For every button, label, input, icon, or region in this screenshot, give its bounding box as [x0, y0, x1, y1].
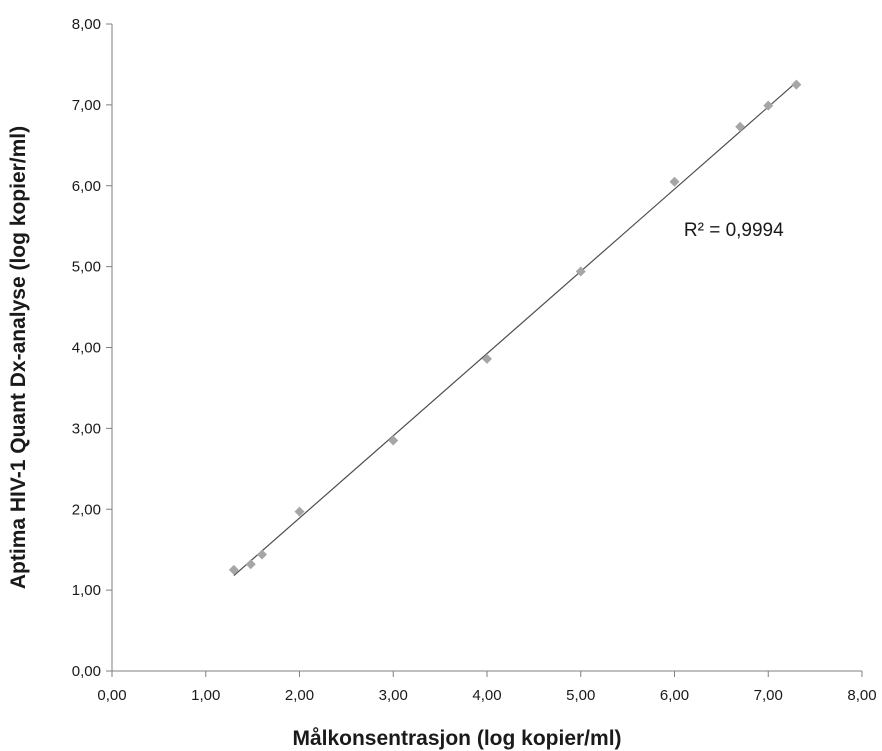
data-point [257, 549, 267, 560]
r-squared-annotation: R² = 0,9994 [684, 220, 784, 241]
x-tick-label: 7,00 [754, 687, 783, 704]
x-tick-label: 4,00 [472, 687, 501, 704]
x-tick-label: 3,00 [379, 687, 408, 704]
x-tick-label: 5,00 [566, 687, 595, 704]
data-point [294, 506, 305, 517]
axes [111, 24, 862, 672]
y-tick-label: 2,00 [72, 501, 101, 518]
x-axis-title: Målkonsentrasjon (log kopier/ml) [292, 727, 621, 750]
y-axis-title: Aptima HIV-1 Quant Dx-analyse (log kopie… [7, 126, 30, 589]
data-point [575, 266, 586, 277]
y-tick-label: 3,00 [72, 420, 101, 437]
data-point [791, 79, 802, 90]
data-point [669, 176, 680, 187]
trendline [233, 81, 797, 577]
y-tick-label: 0,00 [72, 663, 101, 680]
y-tick-label: 7,00 [72, 97, 101, 114]
x-axis-ticks: 0,00 1,00 2,00 3,00 4,00 5,00 6,00 7,00 8,00 [97, 671, 877, 704]
data-points [228, 79, 802, 575]
y-axis-ticks: 0,00 1,00 2,00 3,00 4,00 5,00 6,00 7,00 8,00 [72, 16, 112, 680]
y-tick-label: 1,00 [72, 582, 101, 599]
y-tick-label: 6,00 [72, 178, 101, 195]
data-point [763, 100, 774, 111]
y-tick-label: 8,00 [72, 16, 101, 33]
x-tick-label: 1,00 [191, 687, 220, 704]
x-tick-label: 0,00 [97, 687, 126, 704]
x-tick-label: 2,00 [285, 687, 314, 704]
y-tick-label: 5,00 [72, 259, 101, 276]
y-tick-label: 4,00 [72, 340, 101, 357]
data-point [482, 353, 492, 364]
annotations: R² = 0,9994 [684, 220, 784, 241]
x-tick-label: 8,00 [847, 687, 876, 704]
data-point [388, 435, 399, 446]
data-point [228, 564, 239, 575]
trendline-group [233, 81, 797, 577]
data-point [735, 121, 746, 132]
data-point [245, 559, 256, 570]
x-tick-label: 6,00 [660, 687, 689, 704]
